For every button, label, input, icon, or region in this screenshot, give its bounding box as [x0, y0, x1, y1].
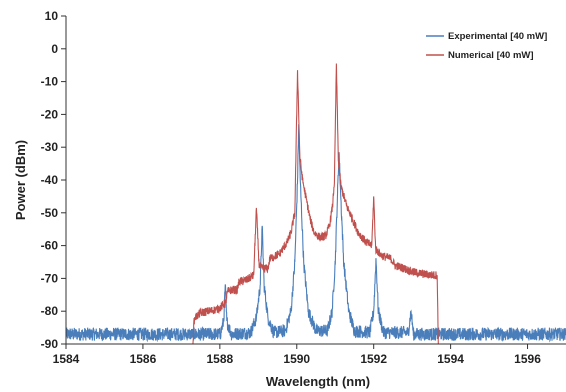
- legend-label-numerical: Numerical [40 mW]: [448, 50, 534, 61]
- y-axis-ticks: 10 0 -10 -20 -30 -40 -50 -60 -70 -80 -90: [41, 9, 66, 351]
- y-tick-label: -60: [41, 239, 59, 253]
- y-tick-label: -30: [41, 140, 59, 154]
- y-tick-label: -90: [41, 337, 59, 351]
- y-tick-label: 10: [45, 9, 59, 23]
- legend-label-experimental: Experimental [40 mW]: [448, 31, 547, 42]
- series-numerical: [192, 63, 439, 345]
- plot-series: [65, 63, 566, 345]
- x-tick-label: 1594: [437, 352, 464, 366]
- y-tick-label: -20: [41, 107, 59, 121]
- x-axis-ticks: 1584 1586 1588 1590 1592 1594 1596: [53, 344, 541, 366]
- y-tick-label: -80: [41, 304, 59, 318]
- x-tick-label: 1584: [53, 352, 80, 366]
- series-experimental: [65, 124, 566, 343]
- legend: Experimental [40 mW] Numerical [40 mW]: [426, 31, 547, 61]
- y-axis-title: Power (dBm): [13, 140, 28, 220]
- x-axis-title: Wavelength (nm): [266, 374, 370, 389]
- y-tick-label: -70: [41, 271, 59, 285]
- y-tick-label: 0: [51, 42, 58, 56]
- y-tick-label: -40: [41, 173, 59, 187]
- x-tick-label: 1596: [514, 352, 541, 366]
- x-tick-label: 1586: [130, 352, 157, 366]
- x-tick-label: 1588: [206, 352, 233, 366]
- y-tick-label: -50: [41, 206, 59, 220]
- x-tick-label: 1592: [360, 352, 387, 366]
- x-tick-label: 1590: [283, 352, 310, 366]
- y-tick-label: -10: [41, 75, 59, 89]
